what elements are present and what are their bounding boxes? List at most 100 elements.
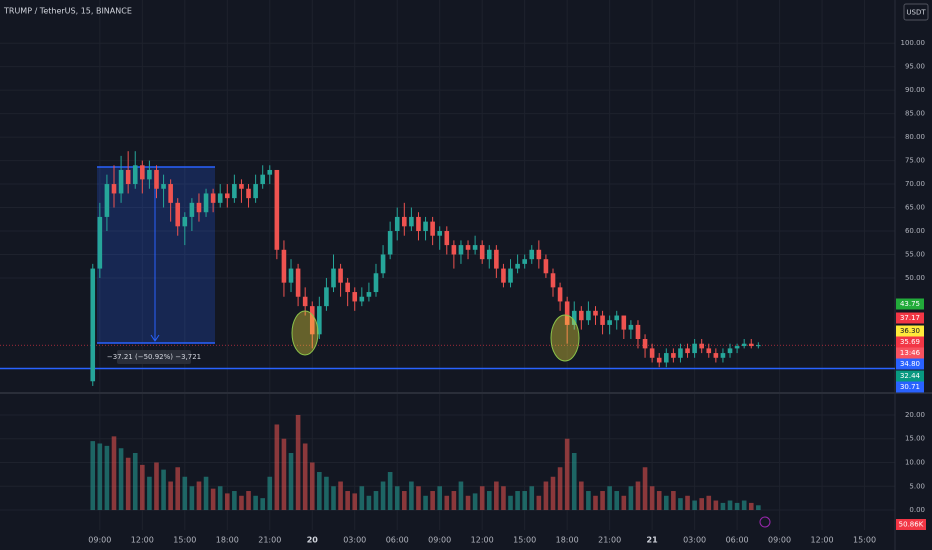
measure-arrowhead	[150, 334, 160, 342]
volume-tick-label: 5.00	[909, 482, 925, 490]
volume-bar	[515, 491, 520, 511]
candle-body	[522, 259, 527, 264]
candle-body	[706, 348, 712, 354]
candle-body	[444, 231, 450, 246]
x-tick-label: 21:00	[258, 536, 281, 545]
candle-body	[97, 216, 103, 269]
price-label-box	[896, 358, 924, 370]
x-tick-label: 09:00	[768, 536, 791, 545]
volume-bar	[90, 441, 96, 511]
volume-bar	[359, 486, 365, 511]
event-icon[interactable]	[759, 516, 771, 528]
y-tick-label: 90.00	[905, 86, 925, 94]
x-tick-label: 15:00	[173, 536, 196, 545]
volume-bar	[118, 448, 124, 511]
volume-bar	[338, 481, 343, 511]
volume-tick-label: 20.00	[905, 411, 925, 419]
volume-bar	[168, 481, 173, 511]
y-tick-label: 100.00	[901, 39, 926, 47]
volume-tick-label: 10.00	[905, 459, 925, 467]
candle-body	[402, 216, 407, 227]
x-tick-label: 21	[647, 536, 659, 545]
candle-body	[741, 343, 747, 347]
price-label: 13:46	[900, 349, 921, 357]
candle-body	[437, 231, 443, 236]
candle-body	[111, 184, 117, 194]
price-label-box	[896, 336, 924, 348]
volume-bar	[125, 457, 131, 511]
volume-bar	[161, 469, 166, 511]
volume-bar	[423, 495, 428, 511]
volume-bar	[232, 491, 237, 511]
volume-bar	[111, 436, 117, 511]
volume-bar	[536, 495, 542, 511]
candle-body	[309, 306, 315, 335]
volume-bar	[522, 491, 527, 511]
volume-bar	[557, 467, 563, 511]
volume-bar	[97, 443, 103, 511]
volume-bar	[437, 486, 443, 511]
candle-body	[479, 245, 485, 260]
currency-button-label[interactable]: USDT	[906, 9, 926, 17]
volume-bar	[465, 495, 471, 511]
candle-body	[656, 357, 662, 363]
volume-bar	[614, 491, 620, 511]
volume-bar	[217, 486, 223, 511]
candle-body	[232, 184, 237, 199]
y-tick-label: 80.00	[905, 133, 925, 141]
x-tick-label: 06:00	[726, 536, 749, 545]
candle-body	[90, 268, 96, 382]
candle-body	[366, 292, 372, 297]
volume-bar	[444, 495, 450, 511]
candle-body	[529, 249, 535, 260]
candle-body	[579, 310, 584, 321]
candle-body	[132, 165, 138, 185]
x-tick-label: 06:00	[386, 536, 409, 545]
volume-bar	[642, 467, 648, 511]
volume-bar	[628, 486, 634, 511]
price-label-box	[896, 298, 924, 310]
highlight-circle	[550, 314, 580, 362]
volume-bar	[281, 438, 287, 511]
volume-bar	[317, 472, 322, 511]
candle-body	[430, 221, 435, 236]
volume-bar	[253, 495, 258, 511]
candle-body	[182, 216, 188, 227]
volume-bar	[387, 472, 393, 511]
volume-bar	[104, 445, 110, 511]
candle-body	[713, 353, 719, 358]
candle-body	[486, 249, 492, 260]
candle-body	[203, 193, 209, 213]
volume-bar	[154, 462, 159, 511]
candle-body	[189, 202, 195, 217]
candle-body	[635, 324, 641, 340]
candle-body	[586, 310, 591, 321]
candle-body	[317, 306, 322, 335]
volume-bar	[267, 476, 273, 511]
candle-body	[663, 353, 669, 363]
candle-body	[508, 268, 513, 283]
price-label: 35.69	[900, 338, 920, 346]
volume-bar	[734, 502, 740, 511]
volume-bar	[416, 486, 421, 511]
volume-bar	[175, 467, 181, 511]
volume-label: 50.86K	[899, 521, 924, 529]
candle-body	[394, 216, 400, 232]
x-tick-label: 15:00	[853, 536, 876, 545]
candle-body	[168, 184, 173, 203]
candle-body	[607, 320, 612, 325]
volume-label-box	[896, 519, 926, 530]
candle-body	[550, 273, 556, 288]
volume-bar	[508, 495, 513, 511]
candle-body	[253, 184, 258, 199]
price-label-box	[896, 381, 924, 393]
price-label-box	[896, 370, 924, 382]
volume-bar	[586, 491, 591, 511]
volume-bar	[210, 488, 216, 511]
volume-bar	[140, 464, 145, 511]
candle-body	[416, 216, 421, 232]
candle-body	[614, 315, 620, 321]
currency-button[interactable]	[903, 3, 929, 21]
price-label: 43.75	[900, 300, 920, 308]
